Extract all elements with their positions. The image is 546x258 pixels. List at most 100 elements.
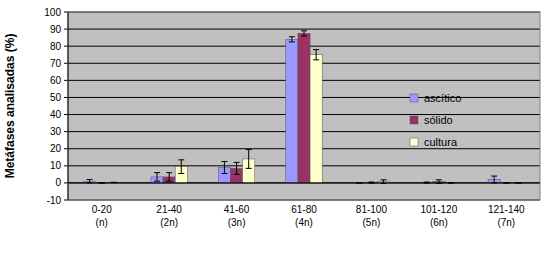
error-stem [169, 173, 170, 182]
bars-group [84, 31, 522, 183]
error-stem [494, 176, 495, 183]
error-stem [181, 160, 182, 174]
y-tick [64, 182, 68, 183]
legend-swatch [410, 138, 418, 146]
y-tick [64, 131, 68, 132]
error-cap [289, 36, 295, 37]
x-tick-label-line: 121-140 [488, 204, 525, 215]
y-tick-label: 50 [50, 92, 62, 103]
error-cap [313, 59, 319, 60]
error-cap [246, 168, 252, 169]
x-tick-label: 81-100 (5n) [356, 204, 388, 228]
zero-line [68, 182, 540, 183]
error-stem [236, 162, 237, 174]
error-cap [166, 172, 172, 173]
bar [286, 39, 298, 183]
error-cap [436, 179, 442, 180]
x-tick-label: 61-80(4n) [291, 204, 317, 228]
x-tick-label-line: (n) [96, 217, 108, 228]
error-cap [368, 182, 374, 183]
y-tick-label: 90 [50, 24, 62, 35]
plot-background [68, 12, 540, 200]
error-stem [89, 179, 90, 182]
error-cap [491, 176, 497, 177]
y-tick [64, 63, 68, 64]
error-stem [291, 37, 292, 42]
y-tick [64, 148, 68, 149]
legend-label: sólido [424, 114, 453, 126]
x-tick-label: 0-20 (n) [92, 204, 112, 228]
x-tick-label: 121-140 (7n) [488, 204, 525, 228]
x-tick-label-line: (3n) [228, 217, 246, 228]
x-tick-label: 41-60 (3n) [224, 204, 250, 228]
x-tick-label: 101-120 (6n) [421, 204, 458, 228]
bar [310, 55, 322, 183]
grid-line [68, 182, 540, 183]
chart-root: -10 0 10 20 30 40 50 60 70 80 90 100 0-20 (n) 21-40 (2n… [0, 0, 546, 258]
y-tick [64, 29, 68, 30]
x-tick-label-line: 41-60 [224, 204, 250, 215]
error-bar [313, 50, 319, 60]
error-cap [301, 35, 307, 36]
y-tick-label: 0 [55, 177, 61, 188]
y-tick-label: 80 [50, 41, 62, 52]
y-tick-label: -10 [47, 195, 62, 206]
x-tick-label-line: (7n) [497, 217, 515, 228]
y-tick-label: 60 [50, 75, 62, 86]
y-tick-label: 100 [44, 7, 61, 18]
legend-label: ascítico [424, 92, 461, 104]
error-cap [313, 49, 319, 50]
error-bar [87, 179, 93, 182]
x-tick-label-line: (6n) [430, 217, 448, 228]
plot-frame [68, 12, 540, 200]
error-stem [304, 31, 305, 36]
error-cap [289, 41, 295, 42]
legend-swatch [410, 116, 418, 124]
x-tick-label-line: 0-20 [92, 204, 112, 215]
error-bar [301, 31, 307, 36]
error-bar [154, 173, 160, 182]
error-cap [154, 181, 160, 182]
error-cap [424, 182, 430, 183]
y-axis-label: Metáfases analisadas (%) [3, 34, 17, 179]
legend-label: cultura [424, 136, 458, 148]
x-tick-label-line: 101-120 [421, 204, 458, 215]
y-tick-label: 70 [50, 58, 62, 69]
y-tick [64, 200, 68, 201]
error-cap [178, 173, 184, 174]
y-tick-label: 20 [50, 143, 62, 154]
y-axis-line [68, 12, 69, 200]
error-cap [154, 172, 160, 173]
y-tick-label: 10 [50, 160, 62, 171]
error-cap [178, 159, 184, 160]
legend-swatch [410, 94, 418, 102]
error-bar [234, 162, 240, 174]
y-tick-label: 40 [50, 109, 62, 120]
x-tick-label-line: 21-40 [156, 204, 182, 215]
error-bar [166, 173, 172, 182]
error-cap [234, 162, 240, 163]
error-cap [246, 149, 252, 150]
error-cap [87, 179, 93, 180]
x-tick-label-line: 81-100 [356, 204, 388, 215]
error-cap [221, 161, 227, 162]
error-cap [234, 174, 240, 175]
chart-svg: -10 0 10 20 30 40 50 60 70 80 90 100 0-20 (n) 21-40 (2n… [0, 0, 546, 258]
error-cap [381, 179, 387, 180]
error-bar [178, 160, 184, 174]
x-tick-label-line: 61-80 [291, 204, 317, 215]
legend: ascítico sólido cultura [410, 92, 461, 148]
error-bar [289, 37, 295, 42]
y-tick [64, 97, 68, 98]
y-tick [64, 80, 68, 81]
y-tick-label: 30 [50, 126, 62, 137]
error-cap [166, 181, 172, 182]
error-bar [246, 150, 252, 169]
error-cap [301, 30, 307, 31]
x-tick-label-line: (5n) [363, 217, 381, 228]
x-tick-label-line: (2n) [160, 217, 178, 228]
error-stem [316, 50, 317, 60]
error-bar [221, 162, 227, 174]
error-cap [221, 173, 227, 174]
bar [298, 33, 310, 183]
